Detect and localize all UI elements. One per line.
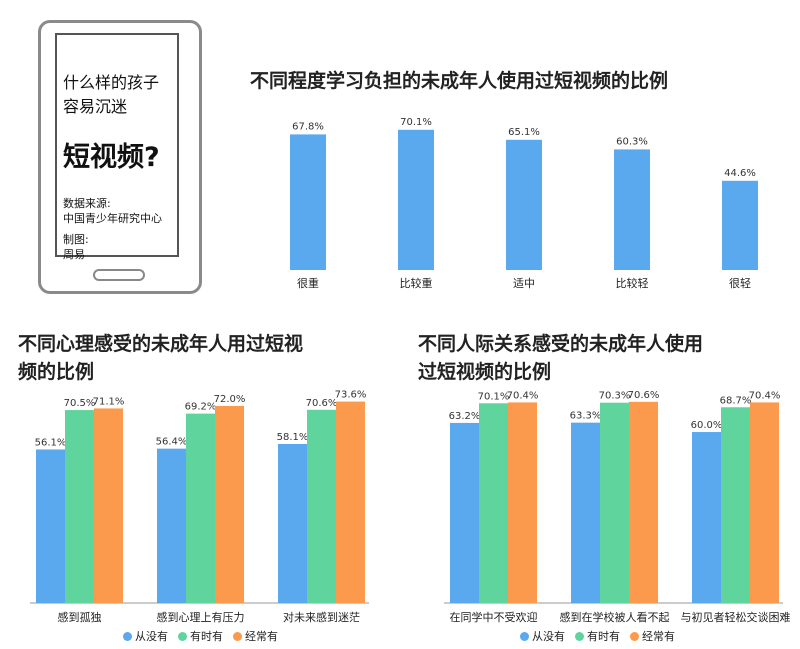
legend-swatch-sometimes [178,631,187,641]
headline: 短视频? [63,142,160,173]
category-label-2: 与初见者轻松交谈困难 [681,610,791,624]
data-label-1-0: 56.4% [156,437,188,448]
data-label-2-2: 73.6% [335,390,367,401]
bar-2-2 [750,402,779,603]
data-label-2-1: 68.7% [720,395,752,406]
data-label-1-0: 63.3% [570,411,602,422]
bar-0-2 [508,402,537,603]
maker-label: 制图: [63,233,89,246]
category-label-4: 很轻 [729,276,751,290]
legend-label-sometimes: 有时有 [587,630,620,643]
chart1-title: 不同程度学习负担的未成年人使用过短视频的比例 [250,70,669,92]
data-label-1-1: 70.3% [599,391,631,402]
bar-4 [722,180,758,270]
data-label-2-0: 60.0% [691,420,723,431]
source-value: 中国青少年研究中心 [63,212,162,225]
data-label-0-0: 63.2% [449,411,481,422]
bar-1-0 [157,448,186,603]
data-label-2-0: 58.1% [277,432,309,443]
data-label-1-1: 69.2% [185,402,217,413]
question-line-1: 什么样的孩子 [63,73,160,92]
chart2-legend: 从没有 有时有 经常有 [123,628,278,644]
bar-1 [398,129,434,270]
phone-home-button [93,269,145,281]
bar-2-1 [721,407,750,603]
bar-2-2 [336,401,365,603]
bar-2-1 [307,409,336,603]
bar-1-2 [215,405,244,603]
legend-swatch-sometimes [575,631,584,641]
data-label-0: 67.8% [292,121,324,132]
chart3-title-line1: 不同人际关系感受的未成年人使用 [418,333,704,355]
data-label-1-2: 72.0% [214,394,246,405]
legend-swatch-never [123,631,132,641]
bar-0-1 [65,410,94,603]
source-label: 数据来源: [63,197,111,210]
legend-item-never: 从没有 [123,628,168,644]
legend-item-often: 经常有 [233,628,278,644]
legend-item-often: 经常有 [630,628,675,644]
category-label-0: 很重 [297,276,319,290]
question-line-2: 容易沉迷 [63,97,128,116]
category-label-1: 比较重 [400,276,433,290]
bar-0 [290,134,326,270]
legend-swatch-often [233,631,242,641]
data-label-0-1: 70.1% [478,391,510,402]
legend-item-never: 从没有 [520,628,565,644]
phone-illustration: 什么样的孩子 容易沉迷 短视频? 数据来源: 中国青少年研究中心 制图: 周易 [38,20,202,294]
bar-1-2 [629,401,658,603]
chart2-title-line1: 不同心理感受的未成年人用过短视 [18,333,304,355]
data-label-2-2: 70.4% [749,390,781,401]
legend-label-never: 从没有 [135,630,168,643]
bar-0-0 [450,422,479,603]
category-label-2: 适中 [513,277,535,290]
phone-screen: 什么样的孩子 容易沉迷 短视频? 数据来源: 中国青少年研究中心 制图: 周易 [55,33,179,261]
data-label-4: 44.6% [724,168,756,179]
legend-item-sometimes: 有时有 [178,628,223,644]
legend-label-often: 经常有 [642,630,675,643]
legend-label-sometimes: 有时有 [190,630,223,643]
data-label-2: 65.1% [508,127,540,138]
data-label-2-1: 70.6% [306,398,338,409]
legend-swatch-often [630,631,639,641]
category-label-0: 在同学中不受欢迎 [450,610,538,624]
bar-1-1 [600,402,629,603]
bar-1-1 [186,413,215,603]
data-label-1-2: 70.6% [628,390,660,401]
bar-0-1 [479,403,508,603]
legend-label-never: 从没有 [532,630,565,643]
data-label-3: 60.3% [616,136,648,147]
bar-2-0 [278,443,307,603]
bar-3 [614,149,650,270]
chart3-legend: 从没有 有时有 经常有 [520,628,675,644]
data-label-0-0: 56.1% [35,437,67,448]
bar-2 [506,139,542,270]
bar-1-0 [571,422,600,603]
category-label-0: 感到孤独 [58,611,102,624]
legend-item-sometimes: 有时有 [575,628,620,644]
chart2-title-line2: 频的比例 [18,361,95,383]
legend-label-often: 经常有 [245,630,278,643]
category-label-3: 比较轻 [616,276,649,290]
maker-value: 周易 [63,248,85,261]
bar-0-0 [36,449,65,603]
category-label-1: 感到在学校被人看不起 [560,610,670,624]
data-label-0-2: 70.4% [507,390,539,401]
data-label-1: 70.1% [400,117,432,128]
data-label-0-2: 71.1% [93,396,125,407]
legend-swatch-never [520,631,529,641]
bar-0-2 [94,408,123,603]
category-label-1: 感到心理上有压力 [157,610,245,624]
data-label-0-1: 70.5% [64,398,96,409]
bar-2-0 [692,432,721,603]
chart3-title-line2: 过短视频的比例 [418,361,552,383]
category-label-2: 对未来感到迷茫 [283,610,360,624]
